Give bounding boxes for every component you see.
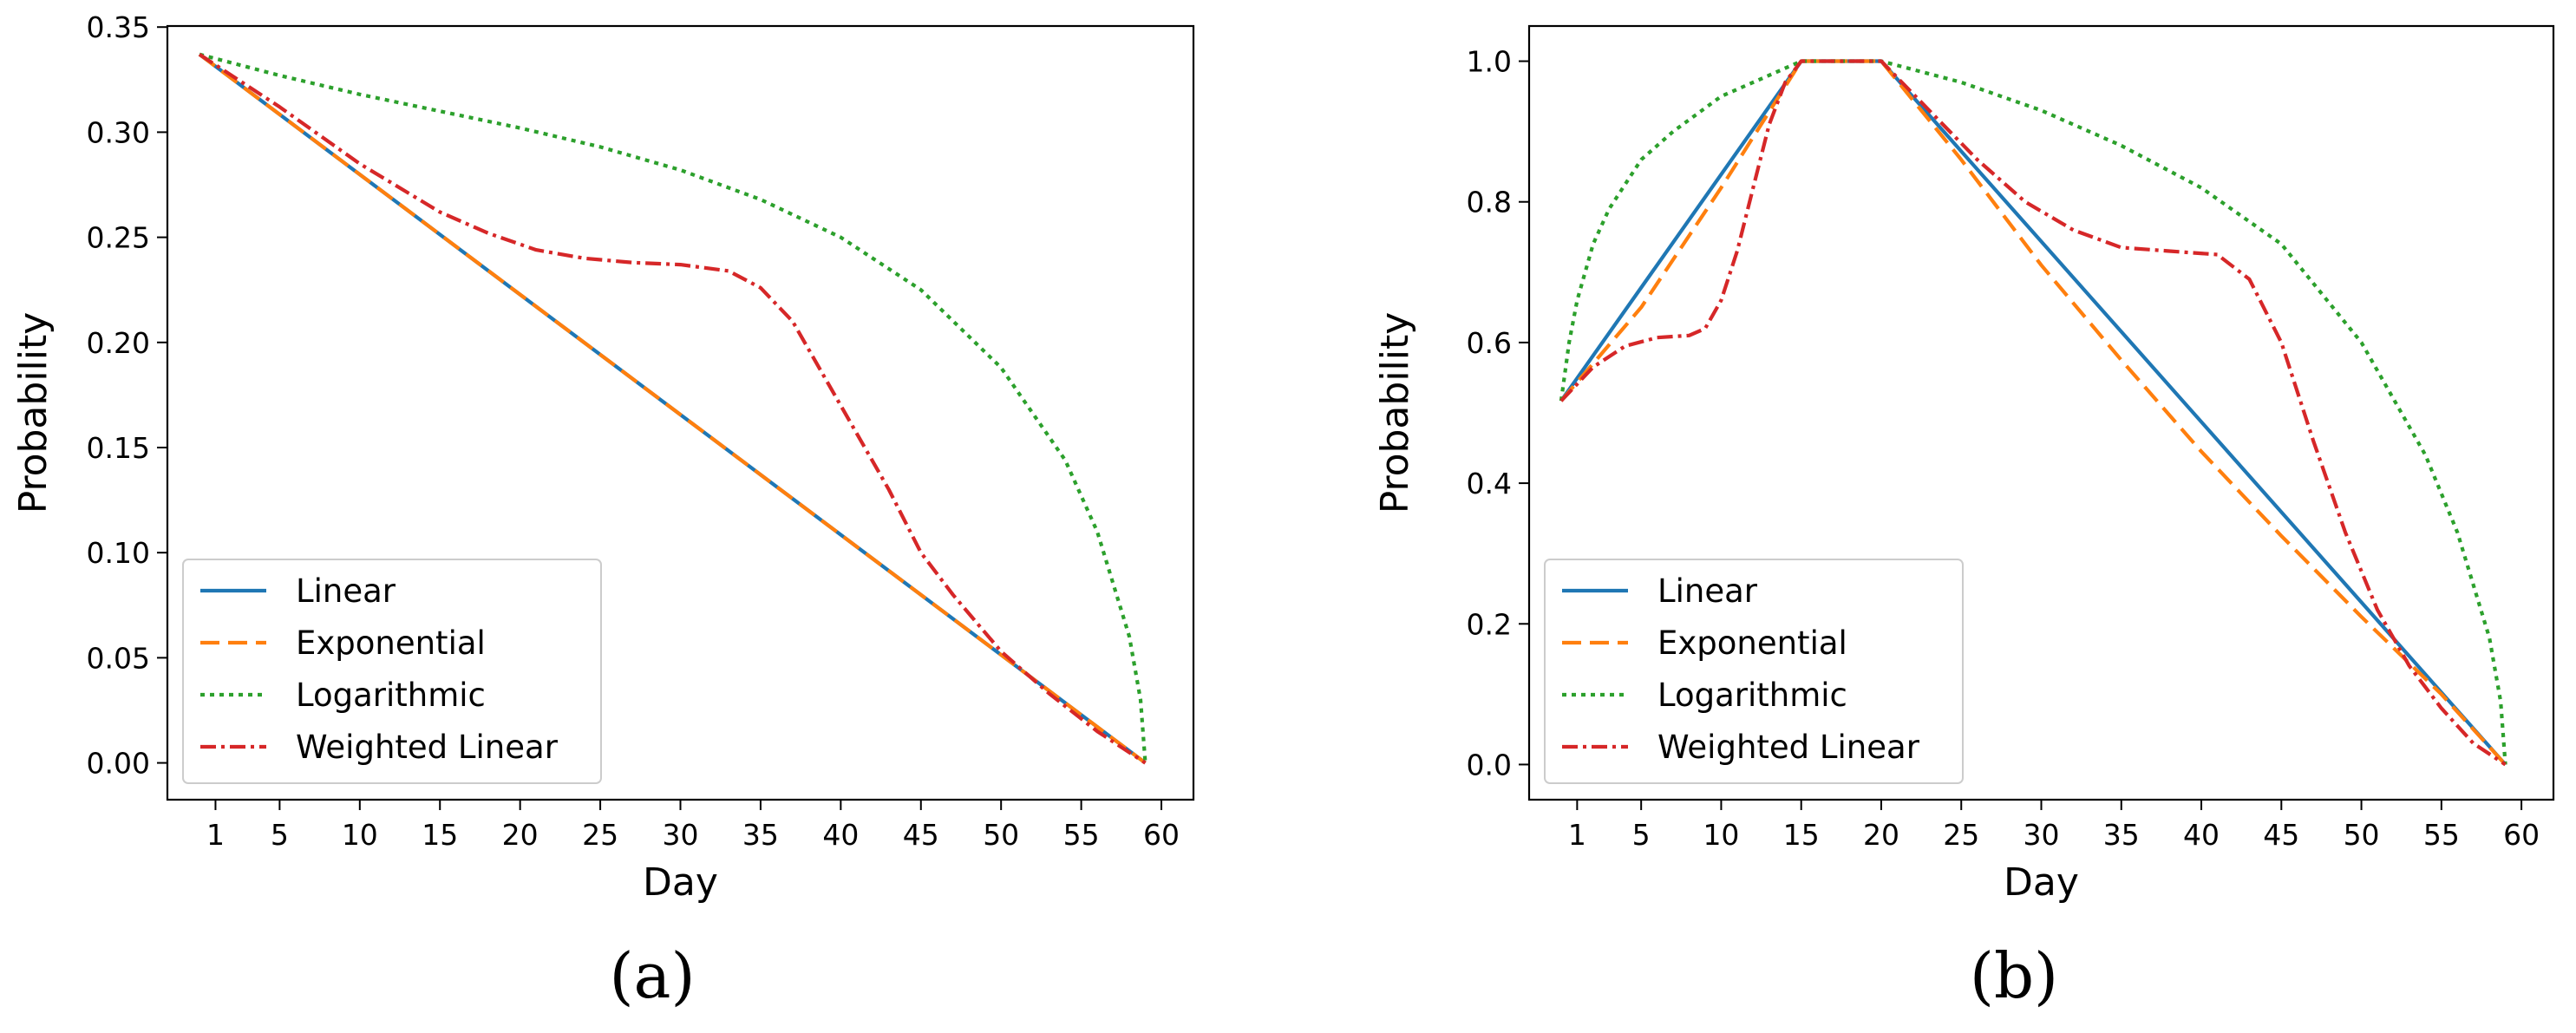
y-tick-label: 0.2	[1467, 607, 1512, 641]
y-axis-label: Probability	[11, 312, 56, 514]
series-lines	[1559, 59, 2507, 767]
x-tick-label: 1	[206, 818, 225, 852]
y-tick-label: 0.25	[87, 221, 150, 255]
x-tick-label: 25	[582, 818, 618, 852]
x-tick-label: 35	[2103, 818, 2140, 852]
panel-caption: (a)	[609, 939, 695, 1012]
legend-box	[1544, 559, 1964, 784]
x-tick-label: 5	[1632, 818, 1651, 852]
y-tick-label: 0.0	[1467, 748, 1512, 781]
x-tick-label: 15	[1783, 818, 1820, 852]
x-tick-label: 60	[2503, 818, 2540, 852]
x-tick-label: 5	[271, 818, 289, 852]
x-tick-label: 1	[1568, 818, 1586, 852]
series-line-weighted-linear	[198, 52, 1147, 765]
y-tick-label: 0.00	[87, 747, 150, 781]
legend-label: Linear	[296, 572, 396, 610]
x-tick-label: 55	[2423, 818, 2460, 852]
x-tick-label: 20	[1863, 818, 1899, 852]
x-tick-label: 15	[422, 818, 458, 852]
chart-panel-b: 1 5 10 15 20 25 30 35 40 45 50 55 600.00.20.40.60.81…	[1373, 24, 2555, 1012]
series-line-weighted-linear	[1559, 59, 2507, 767]
legend-label: Logarithmic	[1657, 677, 1847, 714]
legend-label: Weighted Linear	[296, 729, 559, 766]
x-tick-label: 60	[1143, 818, 1180, 852]
legend: Linear Exponential Logarithmic Weighted Lin…	[182, 559, 602, 784]
y-tick-label: 0.6	[1467, 326, 1512, 360]
series-line-exponential	[1559, 59, 2507, 766]
x-tick-label: 50	[983, 818, 1019, 852]
y-tick-label: 0.20	[87, 326, 150, 360]
y-tick-label: 0.05	[87, 641, 150, 675]
chart-panel-a: 1 5 10 15 20 25 30 35 40 45 50 55 600.000.050.100.15…	[11, 10, 1195, 1012]
legend-label: Linear	[1657, 572, 1758, 610]
y-tick-label: 0.35	[87, 10, 150, 44]
legend-label: Exponential	[296, 624, 486, 662]
x-axis-label: Day	[643, 860, 718, 905]
x-tick-label: 30	[663, 818, 699, 852]
y-tick-label: 0.15	[87, 431, 150, 465]
y-tick-label: 0.30	[87, 115, 150, 149]
legend-label: Logarithmic	[296, 677, 486, 714]
y-axis-label: Probability	[1373, 312, 1417, 514]
y-tick-label: 0.10	[87, 536, 150, 570]
x-tick-label: 20	[502, 818, 539, 852]
y-tick-label: 0.8	[1467, 186, 1512, 219]
x-tick-label: 30	[2024, 818, 2060, 852]
x-tick-label: 50	[2344, 818, 2380, 852]
legend-label: Weighted Linear	[1657, 729, 1920, 766]
series-line-exponential	[198, 53, 1147, 765]
x-tick-label: 10	[342, 818, 378, 852]
x-tick-label: 40	[2183, 818, 2220, 852]
x-tick-label: 55	[1063, 818, 1100, 852]
series-lines	[198, 52, 1147, 765]
legend-label: Exponential	[1657, 624, 1847, 662]
panel-caption: (b)	[1970, 939, 2058, 1012]
legend: Linear Exponential Logarithmic Weighted Lin…	[1544, 559, 1964, 784]
x-axis-label: Day	[2004, 860, 2079, 905]
y-tick-label: 1.0	[1467, 45, 1512, 79]
x-tick-label: 40	[822, 818, 859, 852]
y-tick-label: 0.4	[1467, 467, 1512, 500]
legend-box	[182, 559, 602, 784]
x-tick-label: 45	[2263, 818, 2299, 852]
x-tick-label: 25	[1943, 818, 1979, 852]
x-tick-label: 45	[903, 818, 939, 852]
x-tick-label: 10	[1703, 818, 1739, 852]
x-tick-label: 35	[742, 818, 779, 852]
